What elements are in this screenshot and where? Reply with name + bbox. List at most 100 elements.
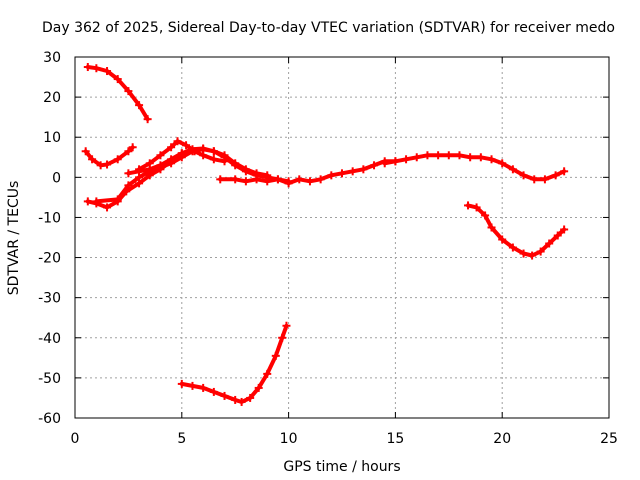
- x-tick-label: 10: [280, 431, 298, 447]
- y-tick-label: 30: [43, 50, 61, 66]
- data-point: [519, 171, 528, 180]
- series-track-main-c: [137, 139, 227, 172]
- data-point: [370, 161, 379, 170]
- x-axis-label: GPS time / hours: [283, 459, 400, 475]
- y-tick-label: -50: [38, 371, 61, 387]
- data-point: [199, 383, 208, 392]
- data-point: [182, 141, 191, 150]
- data-point: [231, 159, 240, 168]
- data-point: [231, 395, 240, 404]
- data-point: [113, 75, 122, 84]
- data-point: [464, 201, 473, 210]
- data-point: [545, 239, 554, 248]
- data-point: [498, 159, 507, 168]
- data-point: [295, 175, 304, 184]
- data-point: [177, 379, 186, 388]
- x-tick-label: 20: [493, 431, 511, 447]
- data-point: [124, 87, 133, 96]
- data-point: [128, 143, 137, 152]
- data-point: [508, 243, 517, 252]
- data-point: [560, 225, 569, 234]
- data-point: [455, 151, 464, 160]
- data-point: [444, 151, 453, 160]
- data-point: [88, 155, 97, 164]
- y-axis-label: SDTVAR / TECUs: [6, 181, 22, 296]
- data-point: [263, 177, 272, 186]
- data-point: [466, 153, 475, 162]
- chart-title: Day 362 of 2025, Sidereal Day-to-day VTE…: [42, 20, 615, 36]
- x-tick-label: 15: [386, 431, 404, 447]
- y-tick-label: 20: [43, 90, 61, 106]
- x-tick-label: 0: [71, 431, 80, 447]
- y-tick-label: 10: [43, 130, 61, 146]
- x-tick-label: 25: [600, 431, 618, 447]
- data-point: [282, 321, 291, 330]
- data-point: [103, 160, 112, 169]
- data-point: [81, 147, 90, 156]
- series-layer: [81, 63, 569, 406]
- data-point: [540, 175, 549, 184]
- data-point: [199, 151, 208, 160]
- data-point: [519, 249, 528, 258]
- y-tick-label: -40: [38, 331, 61, 347]
- data-point: [241, 177, 250, 186]
- data-point: [246, 393, 255, 402]
- data-point: [273, 175, 282, 184]
- series-track-right-lower: [466, 203, 567, 258]
- data-point: [216, 175, 225, 184]
- data-point: [528, 251, 537, 260]
- data-point: [338, 169, 346, 178]
- data-point: [348, 167, 357, 176]
- data-point: [135, 101, 144, 110]
- data-point: [231, 175, 240, 184]
- data-point: [254, 383, 263, 392]
- data-point: [316, 175, 325, 184]
- y-tick-label: -20: [38, 251, 61, 267]
- data-point: [135, 165, 144, 174]
- data-point: [530, 175, 539, 184]
- data-point: [156, 151, 165, 160]
- series-track-upper-left: [85, 65, 150, 122]
- data-point: [143, 115, 152, 124]
- data-point: [124, 147, 133, 156]
- data-point: [359, 165, 368, 174]
- data-point: [412, 153, 421, 162]
- data-point: [92, 197, 101, 206]
- x-tick-label: 5: [177, 431, 186, 447]
- data-point: [103, 67, 112, 76]
- data-point: [83, 63, 92, 72]
- data-point: [209, 147, 218, 156]
- data-point: [103, 203, 112, 212]
- data-point: [209, 155, 218, 164]
- data-point: [508, 165, 517, 174]
- tick-layer: 0 5 10 15 20 25 -60 -50 -40 -30 -20 -10 0 10 20 30: [38, 50, 618, 447]
- data-point: [487, 223, 496, 232]
- data-point: [209, 387, 218, 396]
- data-point: [536, 247, 545, 256]
- data-point: [92, 64, 101, 73]
- data-point: [199, 144, 208, 153]
- y-tick-label: -30: [38, 291, 61, 307]
- data-point: [402, 155, 411, 164]
- data-point: [156, 161, 165, 170]
- data-point: [551, 171, 560, 180]
- data-point: [145, 159, 154, 168]
- data-point: [167, 143, 176, 152]
- data-point: [481, 211, 490, 220]
- data-point: [173, 137, 182, 146]
- data-point: [124, 181, 133, 190]
- data-point: [241, 165, 250, 174]
- y-tick-label: -60: [38, 411, 61, 427]
- data-point: [124, 169, 133, 178]
- data-point: [278, 333, 287, 342]
- data-point: [284, 179, 293, 188]
- series-track-bottom: [179, 323, 289, 404]
- data-point: [553, 231, 562, 240]
- data-point: [434, 151, 443, 160]
- plot-frame: [74, 56, 610, 419]
- data-point: [188, 381, 197, 390]
- data-point: [391, 157, 400, 166]
- data-point: [498, 235, 507, 244]
- data-point: [167, 155, 176, 164]
